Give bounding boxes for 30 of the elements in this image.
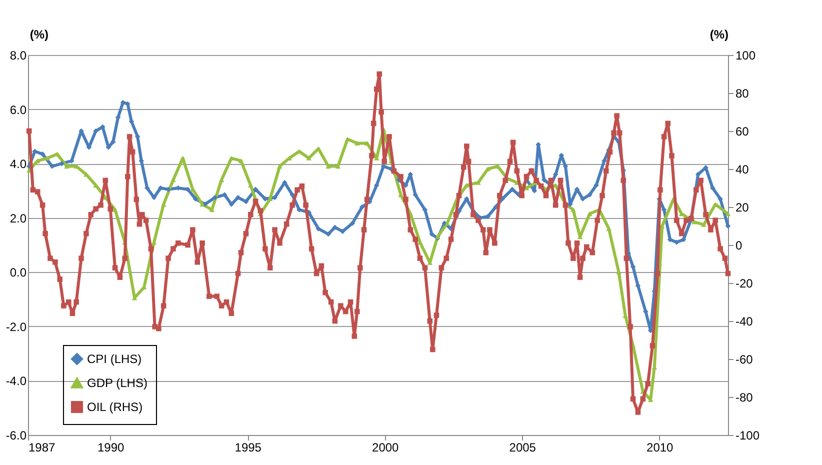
y2-tick-label: 0	[736, 238, 742, 252]
y2-tick-label: 100	[736, 48, 756, 62]
y-tick-label: -4.0	[6, 374, 27, 388]
y-axis-title: (%)	[30, 28, 48, 42]
x-tick-label: 2000	[372, 440, 400, 454]
y-tick-label: 4.0	[10, 157, 27, 172]
x-tick-label: 2005	[509, 440, 536, 454]
y2-tick-label: -60	[736, 352, 754, 366]
x-tick-label: 1995	[234, 440, 262, 454]
y2-tick-label: 60	[736, 124, 750, 138]
y2-tick-label: -80	[736, 390, 754, 404]
x-tick-label: 1987	[28, 440, 56, 454]
y-tick-label: -6.0	[6, 428, 27, 442]
y2-tick-label: 80	[736, 86, 750, 100]
y2-tick-label: -40	[736, 314, 754, 328]
y2-tick-label: 40	[736, 162, 750, 176]
x-tick-label: 1990	[98, 440, 125, 454]
y-tick-label: -2.0	[6, 320, 27, 334]
y2-tick-label: 20	[736, 200, 750, 214]
legend-label: OIL (RHS)	[87, 400, 143, 414]
y-tick-label: 6.0	[10, 102, 27, 117]
y-tick-label: 0.0	[10, 266, 27, 280]
legend-label: CPI (LHS)	[87, 352, 142, 366]
y2-axis-title: (%)	[710, 28, 728, 42]
y2-tick-label: -100	[736, 428, 760, 442]
y2-tick-label: -20	[736, 276, 754, 290]
x-tick-label: 2010	[646, 440, 674, 454]
y-tick-label: 2.0	[10, 211, 27, 226]
legend-label: GDP (LHS)	[87, 376, 148, 390]
y-tick-label: 8.0	[10, 48, 27, 62]
